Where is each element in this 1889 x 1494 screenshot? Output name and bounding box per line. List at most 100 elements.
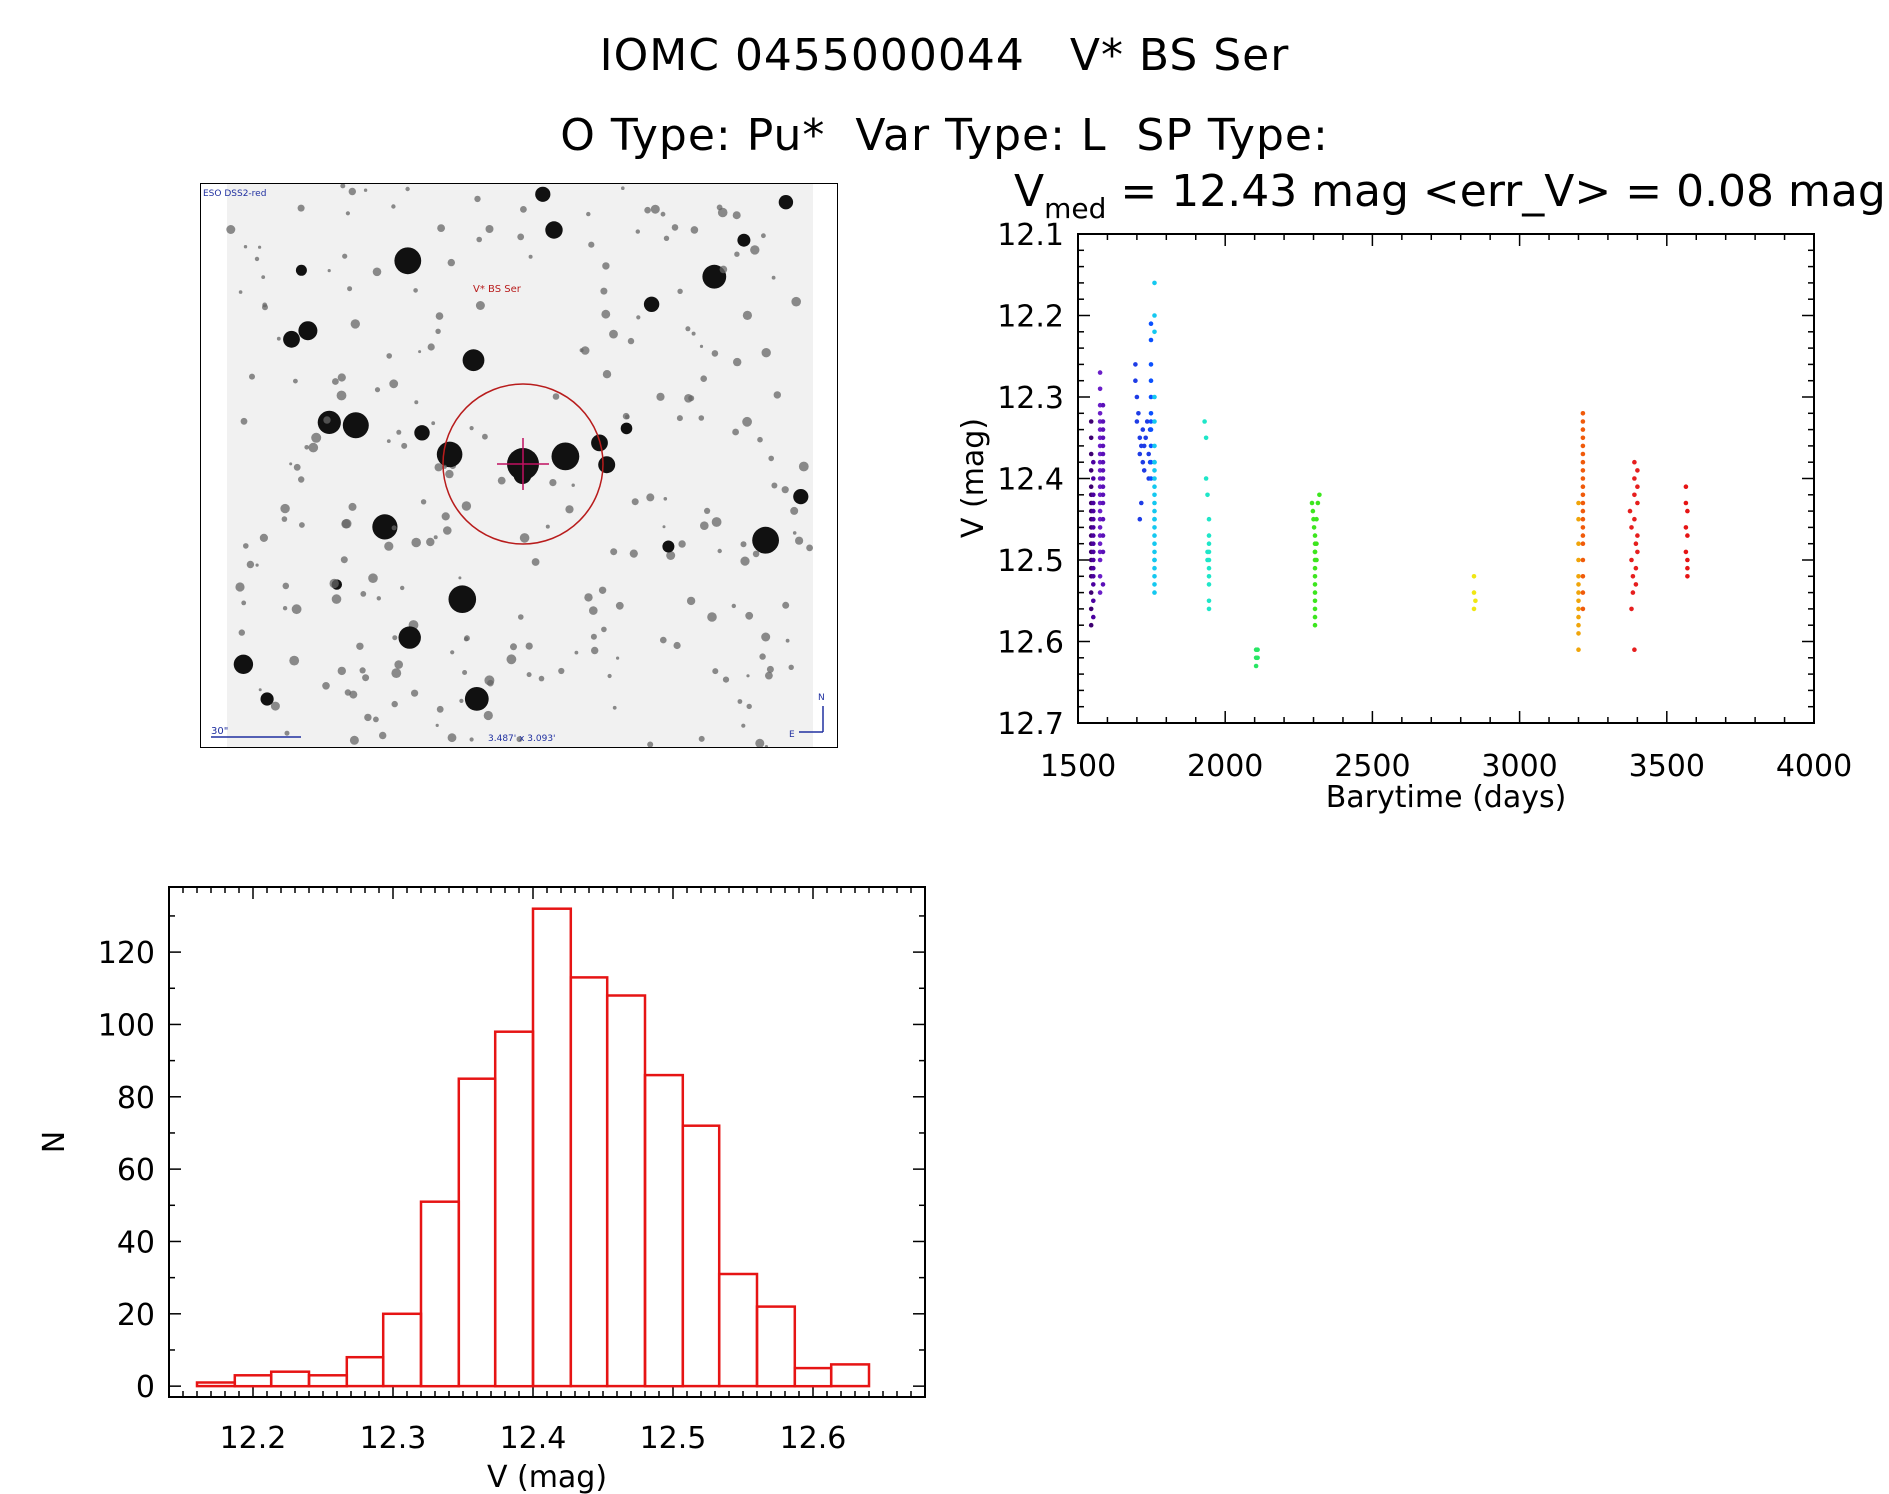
histogram-bar: [717, 1272, 759, 1388]
data-point: [1580, 533, 1586, 538]
data-point: [1097, 427, 1103, 432]
star: [497, 476, 506, 485]
star: [475, 301, 485, 310]
data-point: [1471, 606, 1477, 612]
star: [298, 476, 305, 483]
lightcurve-xlabel: Barytime (days): [1326, 780, 1567, 815]
data-point: [1471, 590, 1477, 595]
data-point: [1203, 476, 1209, 481]
data-point: [1140, 459, 1146, 465]
data-point: [1685, 574, 1690, 579]
star: [447, 258, 455, 267]
data-point: [1152, 329, 1157, 335]
star: [746, 674, 750, 678]
data-point: [1632, 476, 1637, 481]
data-point: [1100, 549, 1106, 555]
star: [782, 601, 790, 609]
star: [517, 233, 525, 241]
data-point: [1148, 321, 1154, 327]
data-point: [1312, 541, 1318, 546]
data-point: [1253, 655, 1259, 661]
lightcurve-title: Vmed = 12.43 mag <err_V> = 0.08 mag: [1014, 166, 1886, 225]
data-point: [1088, 565, 1094, 571]
data-point: [1152, 565, 1157, 571]
star: [260, 692, 274, 706]
x-tick-label: 12.6: [780, 1421, 847, 1456]
data-point: [1312, 549, 1318, 555]
y-tick-label: 12.4: [997, 463, 1064, 498]
data-point: [1088, 516, 1094, 522]
star: [691, 331, 696, 336]
data-point: [1097, 557, 1103, 563]
star: [441, 512, 450, 521]
data-point: [1152, 484, 1157, 490]
data-point: [1152, 541, 1157, 546]
star: [255, 563, 259, 567]
star: [806, 544, 813, 552]
star: [469, 426, 474, 431]
star: [238, 290, 243, 294]
star: [434, 463, 443, 472]
data-point: [1097, 590, 1103, 595]
data-point: [1148, 378, 1154, 384]
star: [340, 184, 346, 189]
star: [571, 483, 575, 487]
data-point: [1091, 574, 1096, 579]
data-point: [1097, 541, 1103, 546]
data-point: [1091, 582, 1096, 587]
star: [707, 612, 717, 622]
star: [372, 267, 382, 277]
star: [345, 211, 350, 216]
star: [368, 573, 378, 583]
data-point: [1091, 476, 1096, 481]
data-point: [1147, 427, 1153, 432]
data-point: [1134, 394, 1140, 400]
star: [384, 541, 394, 551]
star: [349, 690, 358, 699]
star: [340, 556, 348, 564]
data-point: [1100, 582, 1106, 587]
data-point: [1100, 427, 1106, 432]
lightcurve-frame: [1077, 233, 1815, 724]
data-point: [1310, 508, 1316, 514]
data-point: [1471, 574, 1477, 579]
data-point: [1685, 508, 1690, 514]
histogram-bar: [605, 994, 647, 1388]
data-point: [1143, 435, 1148, 441]
data-point: [1091, 492, 1096, 498]
star: [329, 578, 339, 589]
data-point: [1205, 549, 1210, 555]
star: [771, 482, 778, 489]
data-point: [1635, 484, 1640, 490]
data-point: [1152, 557, 1157, 563]
data-point: [1100, 533, 1106, 538]
star: [259, 533, 268, 542]
star: [450, 650, 455, 655]
star: [485, 225, 494, 233]
data-point: [1152, 280, 1157, 286]
y-tick-label: 12.3: [997, 381, 1064, 416]
data-point: [1144, 419, 1150, 424]
star: [531, 558, 540, 566]
data-point: [1097, 386, 1103, 392]
star: [678, 540, 686, 548]
star: [740, 556, 750, 566]
star: [311, 432, 322, 443]
star: [607, 673, 612, 679]
data-point: [1152, 533, 1157, 538]
x-tick-label: 12.5: [640, 1421, 707, 1456]
star: [636, 315, 641, 320]
data-point: [1091, 557, 1096, 563]
lightcurve-title-v: V: [1014, 166, 1044, 217]
data-point: [1148, 476, 1154, 481]
data-point: [1091, 549, 1096, 555]
data-point: [1100, 476, 1106, 481]
star: [376, 596, 381, 601]
star: [445, 469, 454, 479]
star: [348, 187, 356, 196]
data-point: [1088, 508, 1094, 514]
star: [374, 387, 381, 393]
data-point: [1206, 606, 1212, 612]
data-point: [1206, 541, 1212, 546]
star: [437, 224, 445, 232]
